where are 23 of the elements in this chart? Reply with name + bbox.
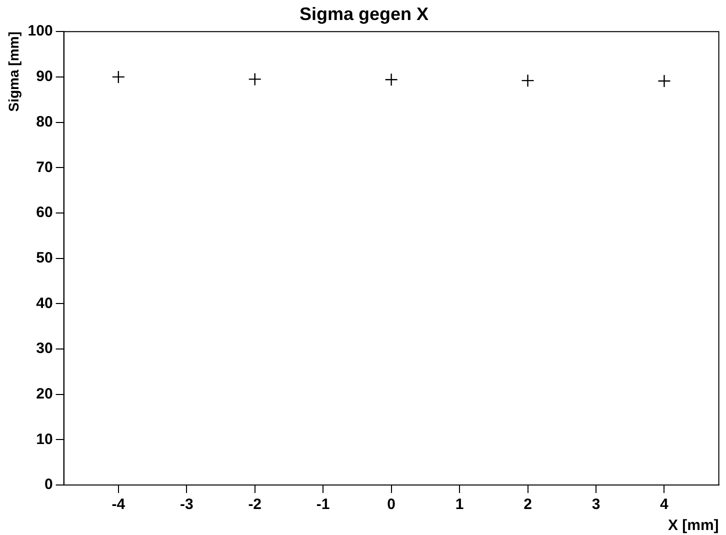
y-tick-label: 70 bbox=[36, 158, 53, 176]
x-tick-label: -4 bbox=[112, 496, 126, 514]
chart-title: Sigma gegen X bbox=[299, 4, 429, 24]
x-tick-label: 1 bbox=[455, 496, 464, 514]
y-tick-label: 30 bbox=[36, 340, 53, 358]
x-tick-label: -2 bbox=[248, 496, 262, 514]
y-tick-label: 50 bbox=[36, 249, 53, 266]
y-tick-label: 80 bbox=[36, 113, 53, 130]
x-tick-label: 0 bbox=[387, 496, 396, 514]
y-tick-label: 100 bbox=[28, 22, 53, 40]
x-tick-label: 4 bbox=[660, 496, 670, 514]
x-tick-label: -1 bbox=[316, 496, 330, 514]
x-tick-label: -3 bbox=[180, 496, 194, 514]
y-tick-label: 40 bbox=[36, 294, 53, 312]
y-tick-label: 10 bbox=[36, 430, 53, 448]
y-tick-label: 20 bbox=[36, 385, 53, 402]
x-axis-title: X [mm] bbox=[668, 517, 719, 534]
x-tick-label: 3 bbox=[592, 496, 600, 514]
x-tick-label: 2 bbox=[524, 496, 532, 514]
y-tick-label: 0 bbox=[44, 476, 53, 494]
y-tick-label: 60 bbox=[36, 204, 53, 222]
y-axis-title: Sigma [mm] bbox=[5, 32, 22, 112]
y-tick-label: 90 bbox=[36, 68, 53, 86]
